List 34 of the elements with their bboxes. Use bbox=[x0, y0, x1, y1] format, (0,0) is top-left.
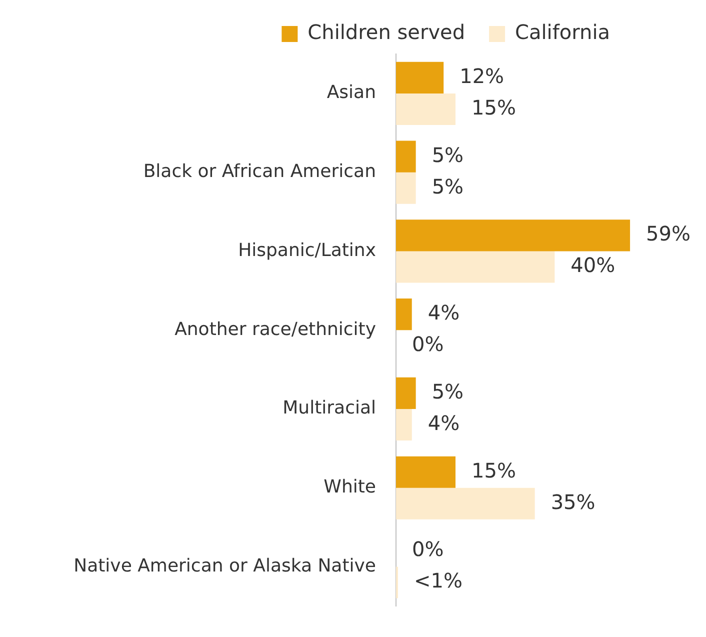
data-label: 15% bbox=[472, 458, 516, 482]
data-label: 12% bbox=[460, 64, 504, 88]
bar bbox=[396, 251, 555, 283]
data-label: 5% bbox=[432, 174, 464, 198]
y-tick-label: Native American or Alaska Native bbox=[74, 555, 376, 576]
data-label: <1% bbox=[414, 568, 462, 593]
y-tick-label: White bbox=[324, 476, 376, 498]
y-tick-label: Hispanic/Latinx bbox=[238, 240, 376, 261]
data-label: 0% bbox=[412, 332, 444, 356]
bar bbox=[396, 140, 416, 172]
y-tick-label: Black or African American bbox=[143, 161, 376, 182]
data-label: 35% bbox=[550, 490, 596, 514]
bar bbox=[396, 488, 535, 520]
bar bbox=[396, 62, 444, 94]
y-tick-label: Another race/ethnicity bbox=[174, 318, 376, 340]
data-label: 5% bbox=[432, 142, 464, 167]
bar bbox=[396, 298, 412, 330]
data-label: 4% bbox=[428, 300, 460, 325]
y-tick-label: Asian bbox=[326, 82, 376, 104]
bar bbox=[396, 456, 456, 488]
bar bbox=[396, 220, 630, 252]
bar bbox=[396, 408, 412, 441]
bar bbox=[396, 377, 416, 409]
data-label: 40% bbox=[570, 253, 616, 278]
bar bbox=[396, 93, 456, 125]
data-label: 0% bbox=[412, 537, 444, 562]
data-label: 59% bbox=[646, 222, 690, 246]
legend-label: California bbox=[515, 20, 610, 44]
data-label: 15% bbox=[472, 95, 516, 120]
data-label: 4% bbox=[428, 410, 460, 435]
y-tick-label: Multiracial bbox=[282, 398, 376, 419]
bar bbox=[396, 172, 416, 204]
data-label: 5% bbox=[432, 379, 464, 404]
legend-label: Children served bbox=[308, 20, 466, 44]
